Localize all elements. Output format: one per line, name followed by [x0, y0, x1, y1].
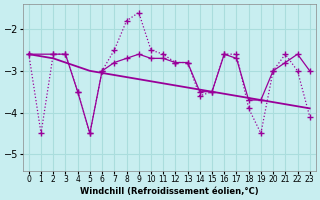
X-axis label: Windchill (Refroidissement éolien,°C): Windchill (Refroidissement éolien,°C)	[80, 187, 259, 196]
